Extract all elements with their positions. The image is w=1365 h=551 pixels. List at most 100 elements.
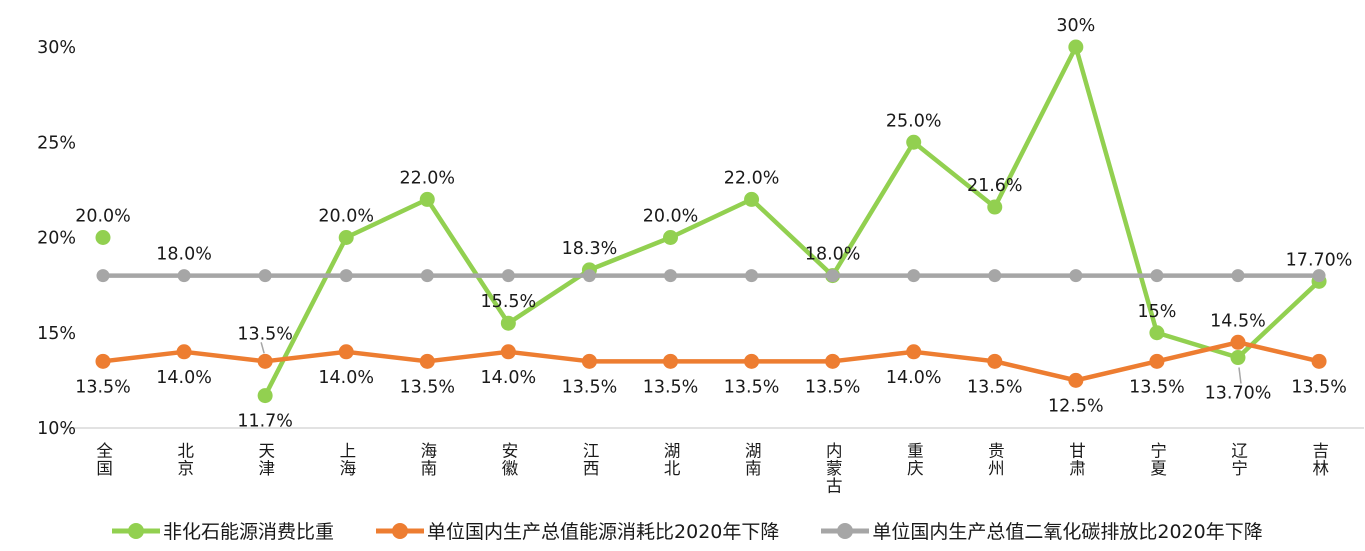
data-point <box>1230 350 1246 366</box>
data-point <box>1068 39 1084 55</box>
data-point <box>1149 353 1165 369</box>
y-tick-label: 30% <box>37 38 76 58</box>
data-label: 22.0% <box>399 168 455 188</box>
legend-marker-dot <box>837 522 854 539</box>
data-point <box>419 353 435 369</box>
data-point <box>257 388 273 404</box>
leader-line <box>260 342 265 354</box>
legend-item: 非化石能源消费比重 <box>112 517 334 544</box>
data-label: 11.7% <box>237 412 293 432</box>
legend-label: 单位国内生产总值能源消耗比2020年下降 <box>427 521 780 543</box>
legend-marker-icon <box>821 522 870 539</box>
data-point <box>95 230 111 245</box>
data-point <box>257 353 273 369</box>
data-point <box>582 269 596 283</box>
data-point <box>581 353 597 369</box>
data-point <box>1312 269 1326 283</box>
data-label: 12.5% <box>1048 396 1104 416</box>
data-point <box>339 269 353 283</box>
data-label: 18.0% <box>156 245 212 265</box>
data-point <box>745 269 759 283</box>
data-point <box>500 315 516 331</box>
data-point <box>988 269 1002 283</box>
data-point <box>744 353 760 369</box>
data-label: 13.5% <box>1129 377 1185 397</box>
series-line-1 <box>100 340 1322 383</box>
data-label: 20.0% <box>75 207 131 227</box>
data-point <box>338 344 354 360</box>
data-label: 30% <box>1056 16 1095 36</box>
data-point <box>95 353 111 369</box>
data-point <box>177 269 191 283</box>
data-point <box>96 269 110 283</box>
data-label: 14.0% <box>481 368 537 388</box>
data-point <box>662 353 678 369</box>
data-label: 13.5% <box>967 377 1023 397</box>
data-label: 14.0% <box>318 368 374 388</box>
legend: 非化石能源消费比重 单位国内生产总值能源消耗比2020年下降 单位国内生产总值二氧化… <box>112 517 1263 544</box>
data-point <box>338 230 354 245</box>
data-point <box>1311 353 1327 369</box>
data-point <box>825 353 841 369</box>
legend-marker-dot <box>128 522 144 539</box>
data-label: 13.5% <box>75 377 131 397</box>
legend-item: 单位国内生产总值能源消耗比2020年下降 <box>376 517 779 544</box>
data-label: 14.5% <box>1210 311 1266 331</box>
data-point <box>1150 269 1164 283</box>
data-point <box>500 344 516 360</box>
data-label: 18.0% <box>805 245 861 265</box>
y-tick-label: 25% <box>37 133 76 153</box>
data-label: 13.5% <box>643 377 699 397</box>
data-point <box>826 269 840 283</box>
data-point <box>501 269 515 283</box>
data-label: 22.0% <box>724 168 780 188</box>
data-point <box>1231 269 1245 283</box>
data-point <box>419 191 435 207</box>
legend-marker-dot <box>392 522 409 539</box>
data-point <box>906 344 922 360</box>
data-label: 21.6% <box>967 176 1023 196</box>
data-point <box>906 134 922 150</box>
y-tick-label: 15% <box>37 324 76 344</box>
data-point <box>663 269 677 283</box>
data-label: 13.5% <box>399 377 455 397</box>
y-tick-label: 10% <box>37 419 76 439</box>
data-label: 20.0% <box>643 207 699 227</box>
series-line-0 <box>262 44 1322 398</box>
leader-line <box>1238 367 1242 384</box>
data-label: 13.5% <box>562 377 618 397</box>
data-point <box>662 230 678 245</box>
data-label: 15% <box>1137 302 1176 322</box>
data-label: 13.5% <box>805 377 861 397</box>
data-point <box>987 353 1003 369</box>
data-point <box>258 269 272 283</box>
legend-label: 非化石能源消费比重 <box>163 521 335 543</box>
data-point <box>420 269 434 283</box>
y-tick-label: 20% <box>37 229 76 249</box>
data-point <box>1069 269 1083 283</box>
data-label: 17.70% <box>1286 250 1353 270</box>
data-point <box>1068 372 1084 388</box>
data-point <box>907 269 921 283</box>
data-point <box>1230 334 1246 350</box>
data-point <box>176 344 192 360</box>
legend-item: 单位国内生产总值二氧化碳排放比2020年下降 <box>821 517 1263 544</box>
data-point <box>1149 325 1165 341</box>
data-label: 13.70% <box>1205 384 1272 404</box>
data-label: 20.0% <box>318 207 374 227</box>
data-point <box>987 199 1003 215</box>
data-label: 15.5% <box>481 292 537 312</box>
data-label: 14.0% <box>886 368 942 388</box>
legend-marker-icon <box>376 522 425 539</box>
data-label: 18.3% <box>562 239 618 259</box>
legend-marker-icon <box>112 522 160 539</box>
data-point <box>744 191 760 207</box>
data-label: 13.5% <box>1291 377 1347 397</box>
data-label: 13.5% <box>237 324 293 344</box>
data-label: 25.0% <box>886 111 942 131</box>
data-label: 13.5% <box>724 377 780 397</box>
legend-label: 单位国内生产总值二氧化碳排放比2020年下降 <box>872 521 1263 543</box>
data-label: 14.0% <box>156 368 212 388</box>
